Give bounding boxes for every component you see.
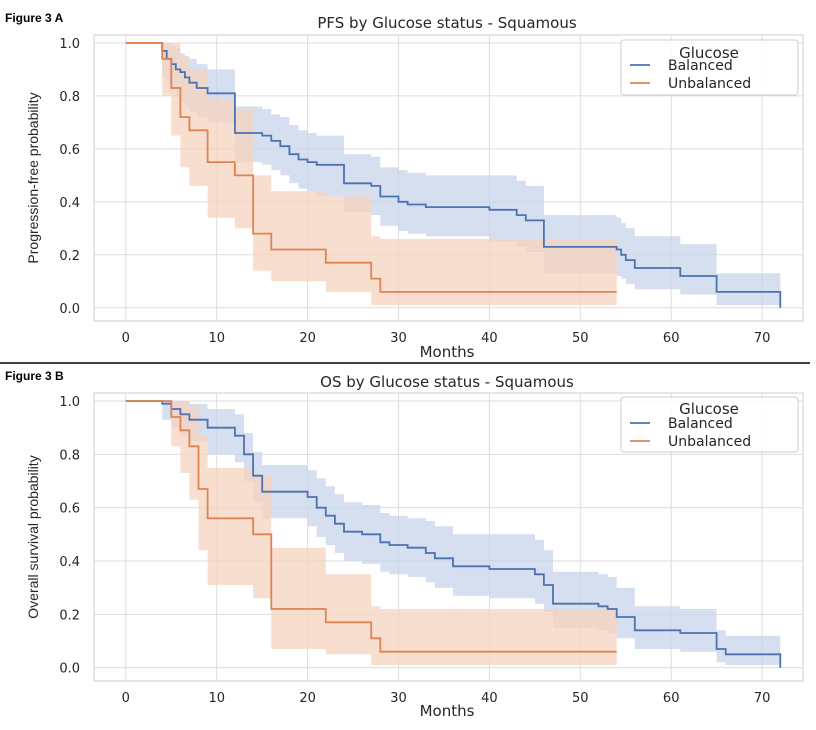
y-tick-label-0.6-a: 0.6: [59, 143, 80, 158]
y-tick-label-0.8-b: 0.8: [59, 448, 80, 463]
km-curve-balanced-b: [125, 400, 782, 668]
figure-label-a: Figure 3 A: [5, 11, 64, 25]
x-tick-label-50-b: 50: [572, 691, 589, 706]
legend-b: Glucose Balanced Unbalanced: [620, 396, 799, 453]
x-tick-label-0-b: 0: [122, 691, 130, 706]
x-tick-label-30-a: 30: [390, 331, 407, 346]
km-curve-unbalanced-b: [125, 400, 617, 653]
legend-label-unbalanced-a: Unbalanced: [668, 76, 751, 92]
y-tick-label-1.0-a: 1.0: [59, 37, 80, 52]
legend-box-b: [620, 396, 799, 453]
y-axis-label-a: Progression-free probability: [25, 92, 41, 263]
x-tick-label-10-a: 10: [208, 331, 225, 346]
legend-label-unbalanced-b: Unbalanced: [668, 434, 751, 450]
confidence-bands-b: [125, 401, 781, 668]
survival-lines-b: [125, 400, 782, 668]
x-tick-label-30-b: 30: [390, 691, 407, 706]
x-tick-label-40-a: 40: [481, 331, 498, 346]
ci-band-unbalanced-a: [125, 42, 617, 306]
confidence-bands-a: [125, 42, 781, 308]
ci-band-unbalanced-b: [125, 401, 617, 665]
y-tick-label-0.2-a: 0.2: [59, 249, 80, 264]
legend-title-a: Glucose: [679, 44, 739, 62]
y-tick-label-0.6-b: 0.6: [59, 502, 80, 517]
x-tick-label-70-a: 70: [754, 331, 771, 346]
y-ticks-b: 0.0 0.2 0.4 0.6 0.8 1.0: [59, 395, 80, 677]
chart-title-b: OS by Glucose status - Squamous: [320, 373, 574, 391]
y-tick-label-0.0-a: 0.0: [59, 302, 80, 317]
x-tick-label-20-a: 20: [299, 331, 316, 346]
y-tick-label-0.0-b: 0.0: [59, 662, 80, 677]
y-tick-label-0.4-b: 0.4: [59, 555, 80, 570]
km-curve-unbalanced-a: [125, 42, 617, 293]
legend-label-balanced-b: Balanced: [668, 416, 733, 432]
x-axis-label-b: Months: [420, 702, 475, 720]
y-tick-label-0.2-b: 0.2: [59, 608, 80, 623]
x-tick-label-40-b: 40: [481, 691, 498, 706]
x-tick-label-20-b: 20: [299, 691, 316, 706]
x-tick-label-70-b: 70: [754, 691, 771, 706]
figure-label-b: Figure 3 B: [5, 369, 64, 383]
y-tick-label-1.0-b: 1.0: [59, 395, 80, 410]
x-ticks-a: 0 10 20 30 40 50 60 70: [122, 331, 771, 346]
legend-box-a: [620, 39, 799, 96]
legend-title-b: Glucose: [679, 400, 739, 418]
legend-label-balanced-a: Balanced: [668, 58, 733, 74]
y-ticks-a: 0.0 0.2 0.4 0.6 0.8 1.0: [59, 37, 80, 317]
x-tick-label-60-a: 60: [663, 331, 680, 346]
x-tick-label-60-b: 60: [663, 691, 680, 706]
legend-a: Glucose Balanced Unbalanced: [620, 39, 799, 96]
survival-lines-a: [125, 42, 782, 308]
chart-title-a: PFS by Glucose status - Squamous: [317, 14, 576, 32]
y-tick-label-0.4-a: 0.4: [59, 196, 80, 211]
km-curve-balanced-a: [125, 42, 782, 308]
plot-area-b: 0 10 20 30 40 50 60 70 0.0 0.2 0.4 0.6 0.8 1.0: [59, 392, 804, 706]
x-tick-label-50-a: 50: [572, 331, 589, 346]
ci-band-balanced-b: [125, 401, 781, 668]
y-tick-label-0.8-a: 0.8: [59, 90, 80, 105]
x-axis-label-a: Months: [420, 343, 475, 361]
panel-a: Figure 3 A PFS by Glucose status - Squam…: [5, 11, 804, 361]
panel-b: Figure 3 B OS by Glucose status - Squamo…: [5, 369, 804, 720]
x-tick-label-10-b: 10: [208, 691, 225, 706]
x-ticks-b: 0 10 20 30 40 50 60 70: [122, 691, 771, 706]
y-axis-label-b: Overall survival probability: [25, 455, 41, 618]
x-tick-label-0-a: 0: [122, 331, 130, 346]
